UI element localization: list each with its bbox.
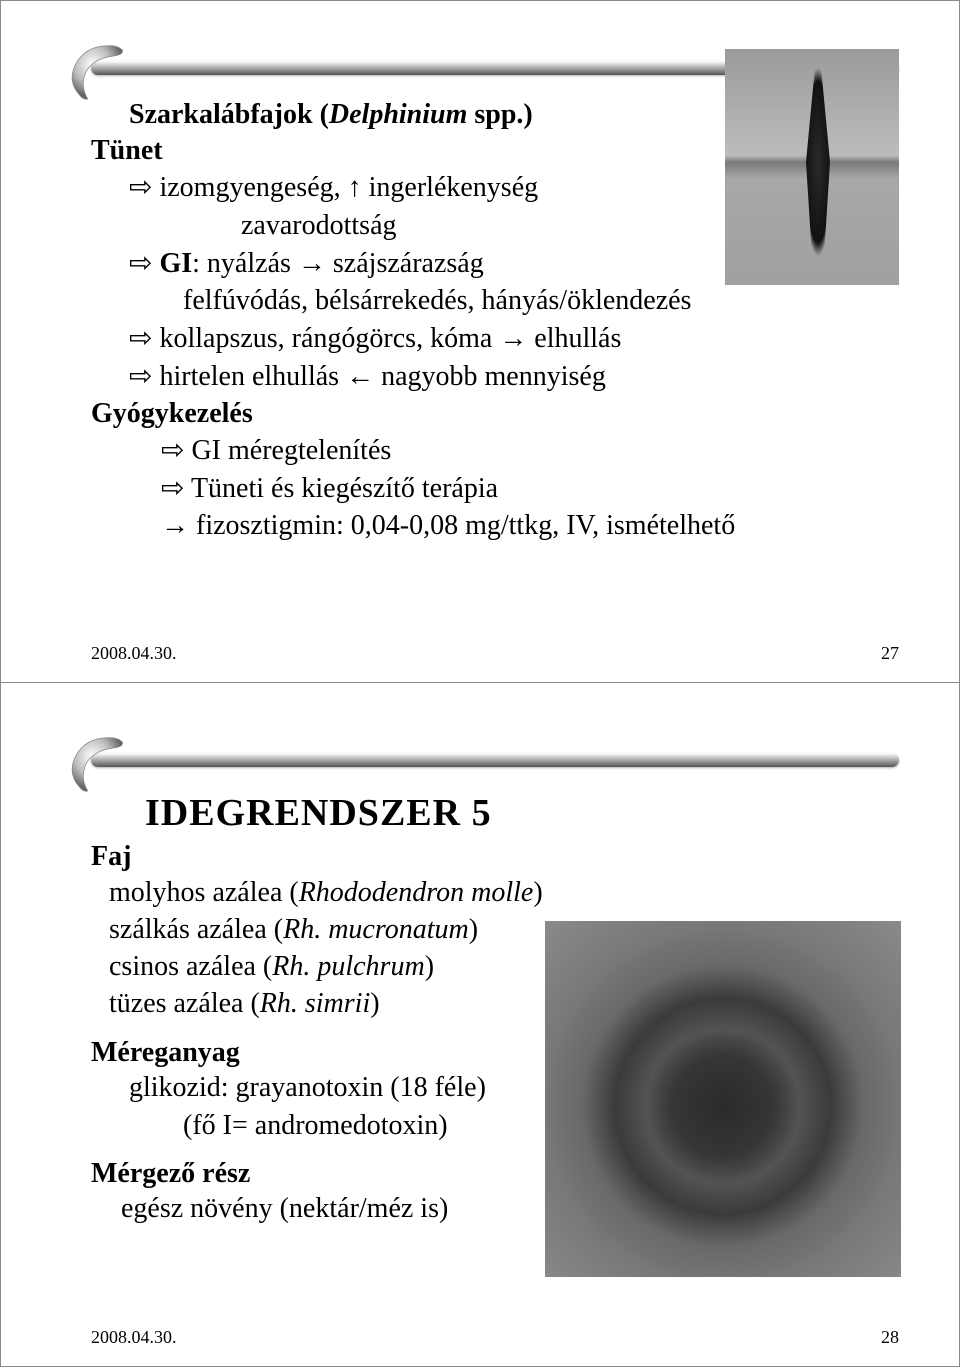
section-mereganyag: Méreganyag [91,1037,899,1069]
slide-2-content: IDEGRENDSZER 5 Faj molyhos azálea (Rhodo… [91,791,899,1228]
tunet-line-5: ⇨ kollapszus, rángógörcs, kóma → elhullá… [91,320,899,358]
slide-2-title: IDEGRENDSZER 5 [145,791,899,835]
section-gyogykezeles: Gyógykezelés [91,398,899,430]
slide-1-page-number: 27 [881,643,899,664]
tunet-line-6: ⇨ hirtelen elhullás ← nagyobb mennyiség [91,358,899,396]
title-post: spp.) [467,99,532,130]
decorative-bar [91,753,899,767]
slide-1-content: Szarkalábfajok (Delphinium spp.) Tünet ⇨… [91,99,899,545]
slide-2: IDEGRENDSZER 5 Faj molyhos azálea (Rhodo… [0,683,960,1367]
section-mergezo-resz: Mérgező rész [91,1158,899,1190]
species-3: csinos azálea (Rh. pulchrum) [91,949,899,986]
tunet-line-2: zavarodottság [91,207,899,245]
species-1: molyhos azálea (Rhododendron molle) [91,875,899,912]
species-4: tüzes azálea (Rh. simrii) [91,986,899,1023]
slide-1-title: Szarkalábfajok (Delphinium spp.) [129,99,899,131]
mereg-line-2: (fő I= andromedotoxin) [91,1107,899,1145]
section-faj: Faj [91,841,899,873]
mergezo-line-1: egész növény (nektár/méz is) [91,1190,899,1228]
tunet-line-4: felfúvódás, bélsárrekedés, hányás/öklend… [91,282,899,320]
tunet-line-3: ⇨ GI: nyálzás → szájszárazság [91,245,899,283]
slide-2-page-number: 28 [881,1327,899,1348]
mereg-line-1: glikozid: grayanotoxin (18 féle) [91,1069,899,1107]
title-pre: Szarkalábfajok ( [129,99,329,130]
gyogy-line-3: → fizosztigmin: 0,04-0,08 mg/ttkg, IV, i… [91,507,899,545]
slide-1: Szarkalábfajok (Delphinium spp.) Tünet ⇨… [0,0,960,683]
gyogy-line-2: ⇨ Tüneti és kiegészítő terápia [91,470,899,508]
title-italic: Delphinium [329,99,467,130]
slide-1-date: 2008.04.30. [91,643,177,664]
gyogy-line-1: ⇨ GI méregtelenítés [91,432,899,470]
slide-2-date: 2008.04.30. [91,1327,177,1348]
species-2: szálkás azálea (Rh. mucronatum) [91,912,899,949]
section-tunet: Tünet [91,135,899,167]
tunet-line-1: ⇨ izomgyengeség, ↑ ingerlékenység [91,169,899,207]
